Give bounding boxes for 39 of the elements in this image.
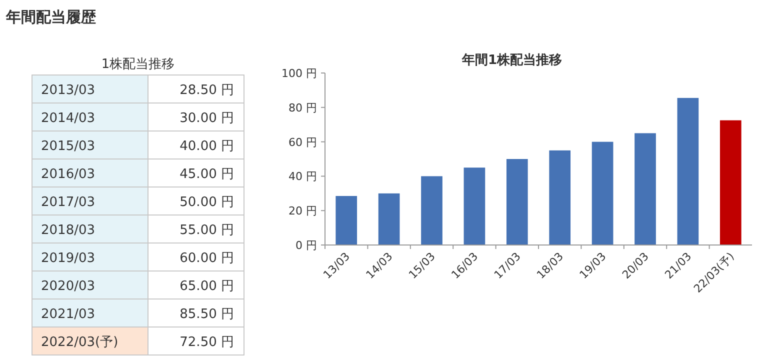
y-tick-label: 80 円 <box>288 101 317 114</box>
category-label: 2022/03(予) <box>41 335 118 350</box>
bar <box>634 133 656 245</box>
bar <box>720 120 742 245</box>
y-tick-label: 0 円 <box>296 239 317 252</box>
chart-title: 年間1株配当推移 <box>460 53 562 68</box>
text: 40.00 円 <box>180 139 234 154</box>
text: 45.00 円 <box>180 167 234 182</box>
text: 30.00 円 <box>180 111 234 126</box>
text: 50.00 円 <box>180 195 234 210</box>
y-tick-label: 20 円 <box>288 204 317 218</box>
bar <box>336 196 358 245</box>
text: 85.50 円 <box>180 307 234 322</box>
bar <box>592 142 614 245</box>
bar <box>506 159 528 245</box>
text: 72.50 円 <box>180 335 234 350</box>
text: 60.00 円 <box>180 251 234 266</box>
text: 1株配当推移 <box>101 57 175 72</box>
bar <box>378 193 400 245</box>
y-tick-label: 40 円 <box>288 170 317 184</box>
y-tick-label: 60 円 <box>288 136 317 149</box>
category-label: 2021/03 <box>41 307 96 322</box>
category-label: 2019/03 <box>41 251 96 266</box>
y-tick-label: 100 円 <box>282 67 317 80</box>
text: 28.50 円 <box>180 83 234 98</box>
category-label: 2017/03 <box>41 195 96 210</box>
category-label: 2015/03 <box>41 139 96 154</box>
bar <box>677 98 699 245</box>
category-label: 2014/03 <box>41 111 96 126</box>
category-label: 2013/03 <box>41 83 96 98</box>
category-label: 2016/03 <box>41 167 96 182</box>
category-label: 2020/03 <box>41 279 96 294</box>
bar <box>549 150 571 245</box>
text: 年間配当履歴 <box>5 8 97 26</box>
bar <box>464 168 486 245</box>
text: 55.00 円 <box>180 223 234 238</box>
bar <box>421 176 442 245</box>
category-label: 2018/03 <box>41 223 96 238</box>
text: 65.00 円 <box>180 279 234 294</box>
